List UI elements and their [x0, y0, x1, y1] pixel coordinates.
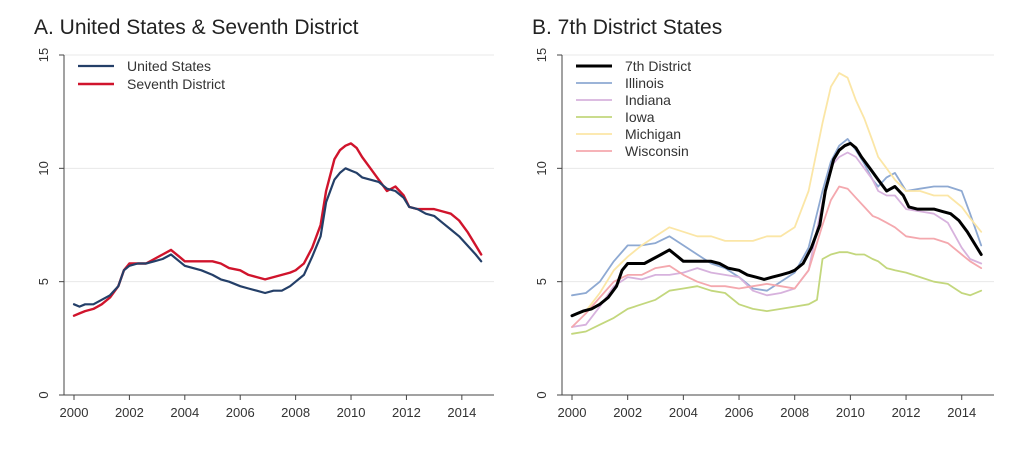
x-tick-label: 2002 [613, 405, 642, 420]
chart-panel-1: B. 7th District States 0 5 10 15 2000 2002 2004… [532, 16, 994, 420]
legend: United States Seventh District [78, 58, 225, 92]
y-tick-label: 15 [534, 48, 549, 62]
x-tick-label: 2004 [669, 405, 698, 420]
y-tick-label: 0 [534, 391, 549, 398]
series-line-united-states [72, 167, 483, 308]
x-tick-label: 2014 [447, 405, 476, 420]
y-tick-label: 0 [36, 391, 51, 398]
chart-title: A. United States & Seventh District [34, 16, 359, 39]
legend-label: Wisconsin [625, 143, 689, 159]
y-tick-label: 5 [36, 278, 51, 285]
series-line-indiana [571, 151, 983, 328]
chart-panel-0: A. United States & Seventh District 0 5 10 1… [34, 16, 494, 420]
series-line-wisconsin [571, 185, 983, 328]
x-tick-label: 2006 [725, 405, 754, 420]
x-tick-label: 2008 [281, 405, 310, 420]
x-tick-label: 2014 [947, 405, 976, 420]
y-tick-label: 10 [36, 161, 51, 175]
x-tick-label: 2010 [836, 405, 865, 420]
legend-label: United States [127, 58, 211, 74]
y-tick-label: 5 [534, 278, 549, 285]
legend-label: Seventh District [127, 76, 225, 92]
y-tick-label: 10 [534, 161, 549, 175]
x-tick-label: 2012 [392, 405, 421, 420]
x-tick-label: 2006 [226, 405, 255, 420]
x-tick-label: 2000 [60, 405, 89, 420]
x-tick-label: 2012 [892, 405, 921, 420]
series-line-michigan [571, 72, 983, 317]
y-tick-label: 15 [36, 48, 51, 62]
x-tick-label: 2008 [780, 405, 809, 420]
legend-label: Iowa [625, 109, 655, 125]
series-line-7th-district [570, 141, 983, 318]
x-tick-label: 2002 [115, 405, 144, 420]
series-line-illinois [571, 137, 983, 297]
legend-label: Michigan [625, 126, 681, 142]
chart-title: B. 7th District States [532, 16, 722, 39]
legend-label: 7th District [625, 58, 691, 74]
x-tick-label: 2004 [170, 405, 199, 420]
legend-label: Illinois [625, 75, 664, 91]
legend-label: Indiana [625, 92, 671, 108]
x-tick-label: 2010 [337, 405, 366, 420]
x-tick-label: 2000 [558, 405, 587, 420]
legend: 7th DistrictIllinoisIndianaIowaMichiganW… [576, 58, 691, 159]
series-line-iowa [571, 251, 983, 335]
